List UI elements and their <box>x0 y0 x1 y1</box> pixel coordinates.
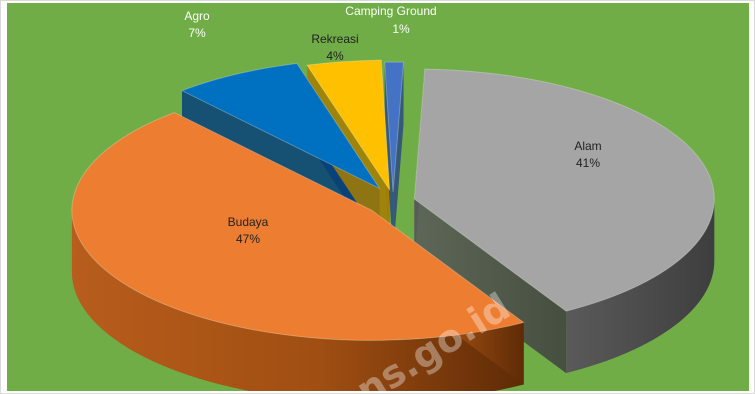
data-label-name-camping-ground: Camping Ground <box>345 4 436 18</box>
data-label-name-agro: Agro <box>184 9 210 23</box>
data-label-name-alam: Alam <box>574 139 601 153</box>
data-label-name-rekreasi: Rekreasi <box>311 32 358 46</box>
data-label-value-alam: 41% <box>576 156 600 170</box>
data-label-value-camping-ground: 1% <box>392 22 410 36</box>
slice-tops <box>71 59 715 341</box>
slice-camping-ground[interactable] <box>384 61 405 193</box>
slice-rekreasi[interactable] <box>306 59 391 192</box>
slice-agro[interactable] <box>180 62 382 190</box>
data-label-value-agro: 7% <box>188 26 206 40</box>
slice-alam[interactable] <box>413 68 715 312</box>
slice-side-alam <box>566 199 715 374</box>
slice-cut-face-camping-ground-1 <box>393 62 404 255</box>
slice-side-budaya <box>71 210 524 391</box>
data-label-value-rekreasi: 4% <box>326 49 344 63</box>
slice-cut-face-alam-1 <box>414 199 567 374</box>
data-label-value-budaya: 47% <box>236 232 260 246</box>
data-label-name-budaya: Budaya <box>228 215 269 229</box>
data-labels: Alam 41% Budaya 47% Agro 7% Rekreasi 4% Camping … <box>184 4 601 246</box>
slice-cut-face-camping-ground-0 <box>384 62 394 255</box>
slice-budaya[interactable] <box>71 112 525 341</box>
pie-chart: Alam 41% Budaya 47% Agro 7% Rekreasi 4% Camping … <box>7 3 749 391</box>
